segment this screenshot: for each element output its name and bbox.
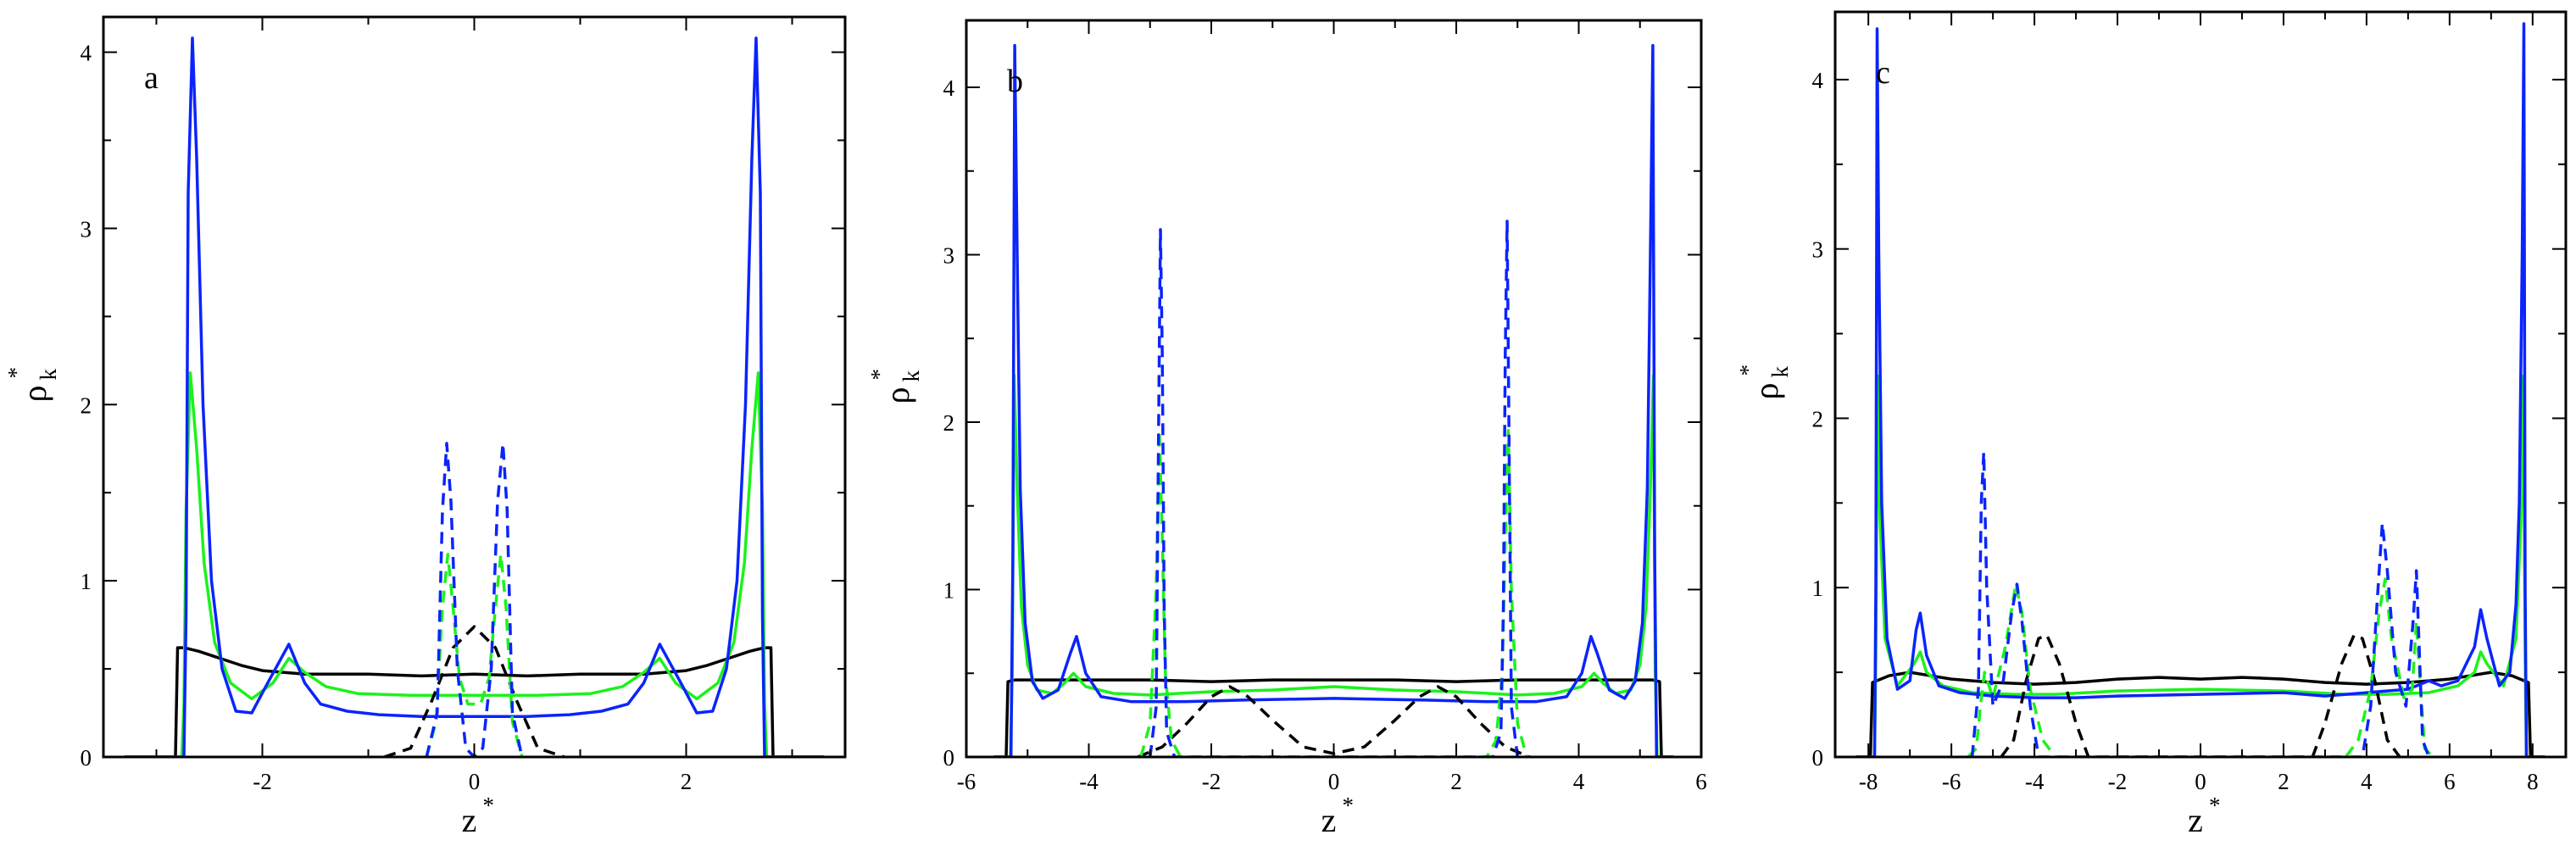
series-line-green-dashed [425,553,524,757]
x-axis-title: z [1321,801,1337,839]
y-axis-title-main: ρ [878,387,916,404]
series-line-blue-solid [1855,22,2545,757]
x-tick-label: -4 [2025,769,2045,794]
series-line-blue-solid [125,36,824,757]
plot-frame [1833,10,2568,759]
x-axis-title-superscript: * [1343,793,1355,818]
panel-label: c [1876,55,1890,91]
y-tick-label: 1 [81,569,92,594]
y-axis-title-subscript: k [1767,366,1793,378]
x-tick-label: -6 [957,769,976,794]
x-tick-label: 4 [1573,769,1585,794]
y-tick-label: 4 [1812,68,1824,93]
series-line-black-dashed [2000,633,2401,757]
y-tick-label: 0 [1812,745,1824,771]
y-axis-title: ρk * [1735,365,1793,399]
series-line-green-solid [125,371,824,757]
x-tick-label: 0 [2195,769,2206,794]
x-tick-label: -2 [253,769,272,794]
y-tick-label: 2 [1812,406,1824,431]
y-tick-label: 0 [81,745,92,771]
series-line-black-solid [1855,671,2545,757]
y-tick-label: 0 [943,745,955,771]
y-tick-label: 3 [1812,237,1824,263]
y-axis-title-superscript: * [1735,365,1761,376]
series-group [993,43,1674,757]
y-tick-label: 4 [943,75,955,101]
x-tick-label: -8 [1859,769,1878,794]
x-axis-title: z [462,801,477,839]
y-tick-label: 1 [1812,576,1824,601]
y-axis-title-subscript: k [899,370,924,382]
x-tick-label: -6 [1942,769,1961,794]
y-axis-title-superscript: * [3,367,29,379]
series-line-black-solid [993,678,1674,757]
y-tick-label: 2 [81,392,92,418]
series-line-black-solid [125,646,824,757]
plot-frame [965,19,1703,759]
series-line-green-solid [993,373,1674,757]
x-tick-label: -2 [2108,769,2128,794]
y-tick-label: 1 [943,578,955,604]
series-line-green-dashed [1967,577,2434,757]
series-line-blue-dashed [1149,220,1520,757]
panel-label: b [1007,64,1023,99]
series-group [125,36,824,757]
series-line-green-solid [1855,374,2545,757]
x-axis-title-superscript: * [2209,793,2221,818]
panel-label: a [144,60,159,96]
x-tick-label: 2 [681,769,693,794]
x-tick-label: 0 [469,769,481,794]
x-tick-label: 8 [2527,769,2539,794]
y-axis-title-main: ρ [1747,383,1785,400]
series-line-blue-dashed [1970,450,2431,757]
y-axis-title: ρk * [3,367,61,402]
series-line-green-dashed [1139,429,1528,757]
series-group [1855,22,2545,757]
y-tick-label: 4 [81,41,92,66]
series-line-blue-dashed [425,442,524,757]
x-tick-label: -4 [1079,769,1099,794]
y-tick-label: 3 [943,243,955,269]
x-tick-label: -2 [1202,769,1221,794]
y-axis-title: ρk * [866,369,924,403]
y-tick-label: 2 [943,410,955,436]
x-tick-label: 4 [2361,769,2373,794]
x-tick-label: 2 [1450,769,1462,794]
x-tick-label: 6 [1695,769,1707,794]
y-axis-title-superscript: * [866,369,892,381]
x-tick-label: 6 [2444,769,2456,794]
y-axis-title-main: ρ [15,386,53,403]
x-axis-title: z [2188,801,2203,839]
x-tick-label: 0 [1328,769,1340,794]
series-line-black-dashed [383,625,565,757]
y-axis-title-subscript: k [36,369,61,381]
series-line-blue-solid [993,43,1674,757]
y-tick-label: 3 [81,216,92,242]
x-axis-title-superscript: * [483,793,495,818]
x-tick-label: 2 [2278,769,2289,794]
